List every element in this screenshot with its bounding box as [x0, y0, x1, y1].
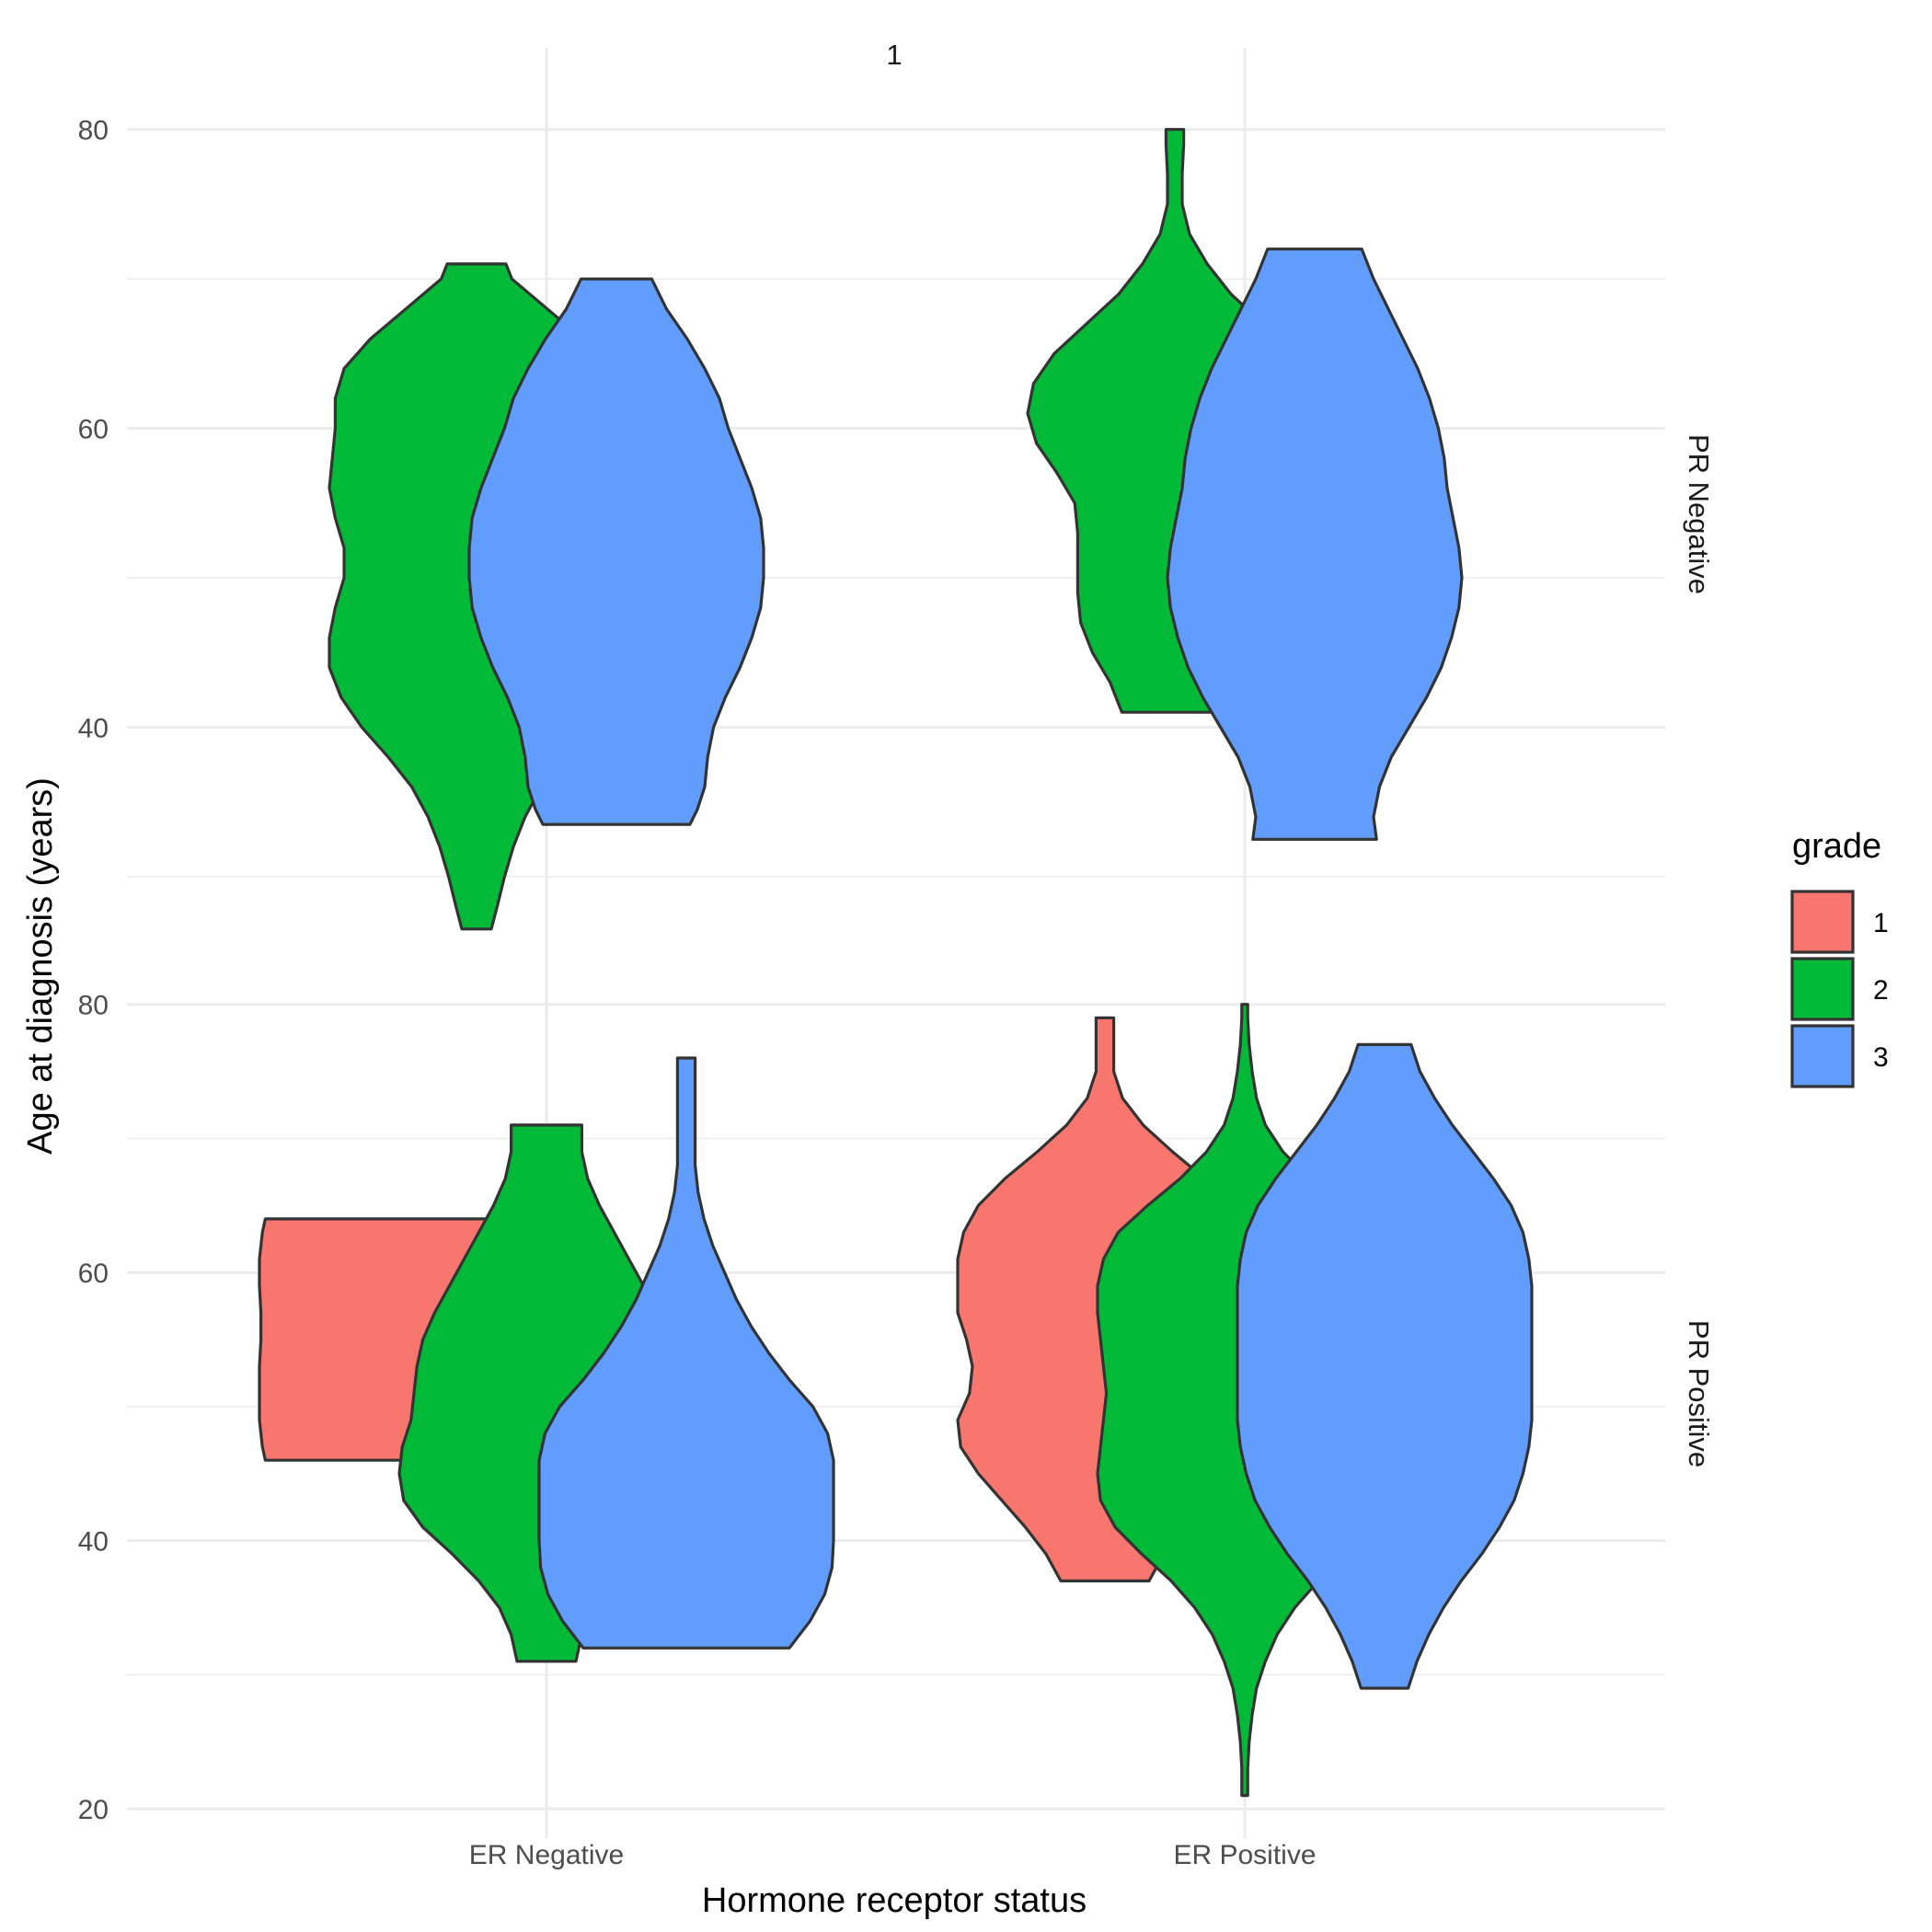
- x-tick-label-er-negative: ER Negative: [469, 1840, 624, 1870]
- legend-key-grade-1: [1790, 890, 1855, 954]
- x-axis-title: Hormone receptor status: [702, 1881, 1087, 1920]
- panel-pr-positive-y-ticks: 20 40 60 80: [78, 991, 109, 1825]
- y-tick-label: 60: [78, 1259, 109, 1289]
- strip-label-pr-positive: PR Positive: [1683, 1320, 1715, 1467]
- violin-pr-positive-er-positive-grade-3: [1236, 1042, 1534, 1690]
- y-tick-label: 80: [78, 116, 109, 146]
- violin-pr-positive-er-negative-grade-3: [537, 1056, 835, 1650]
- legend-title: grade: [1792, 827, 1881, 866]
- x-axis-ticks: ER Negative ER Positive: [469, 1840, 1317, 1870]
- panel-pr-negative-violins: [328, 128, 1464, 931]
- y-tick-label: 20: [78, 1795, 109, 1825]
- violin-pr-negative-er-positive-grade-3: [1166, 247, 1464, 841]
- violin-pr-negative-er-negative-grade-3: [467, 277, 765, 826]
- x-tick-label-er-positive: ER Positive: [1173, 1840, 1316, 1870]
- legend-key-grade-3: [1790, 1024, 1855, 1088]
- strip-label-pr-negative: PR Negative: [1683, 434, 1715, 594]
- y-tick-label: 80: [78, 991, 109, 1021]
- y-tick-label: 60: [78, 415, 109, 445]
- legend: grade 1 2 3: [1790, 827, 1889, 1088]
- legend-label-grade-3: 3: [1873, 1042, 1889, 1073]
- y-tick-label: 40: [78, 713, 109, 743]
- legend-key-grade-2: [1790, 957, 1855, 1021]
- top-strip-label: 1: [886, 39, 902, 71]
- legend-keys: 1 2 3: [1790, 890, 1889, 1088]
- panel-pr-negative: 40 60 80 PR Negative: [78, 48, 1715, 953]
- legend-label-grade-1: 1: [1873, 908, 1889, 938]
- panel-pr-positive: 20 40 60 80 PR Positive: [78, 953, 1715, 1838]
- y-tick-label: 40: [78, 1527, 109, 1558]
- legend-label-grade-2: 2: [1873, 975, 1889, 1006]
- panel-pr-negative-y-ticks: 40 60 80: [78, 116, 109, 744]
- panel-pr-positive-violins: [258, 1003, 1534, 1798]
- y-axis-title: Age at diagnosis (years): [21, 777, 60, 1155]
